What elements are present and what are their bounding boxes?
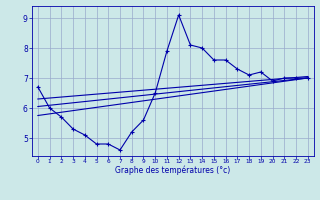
X-axis label: Graphe des températures (°c): Graphe des températures (°c) <box>115 166 230 175</box>
